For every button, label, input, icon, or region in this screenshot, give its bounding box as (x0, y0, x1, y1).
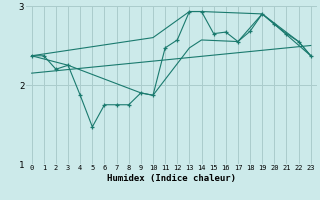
X-axis label: Humidex (Indice chaleur): Humidex (Indice chaleur) (107, 174, 236, 183)
